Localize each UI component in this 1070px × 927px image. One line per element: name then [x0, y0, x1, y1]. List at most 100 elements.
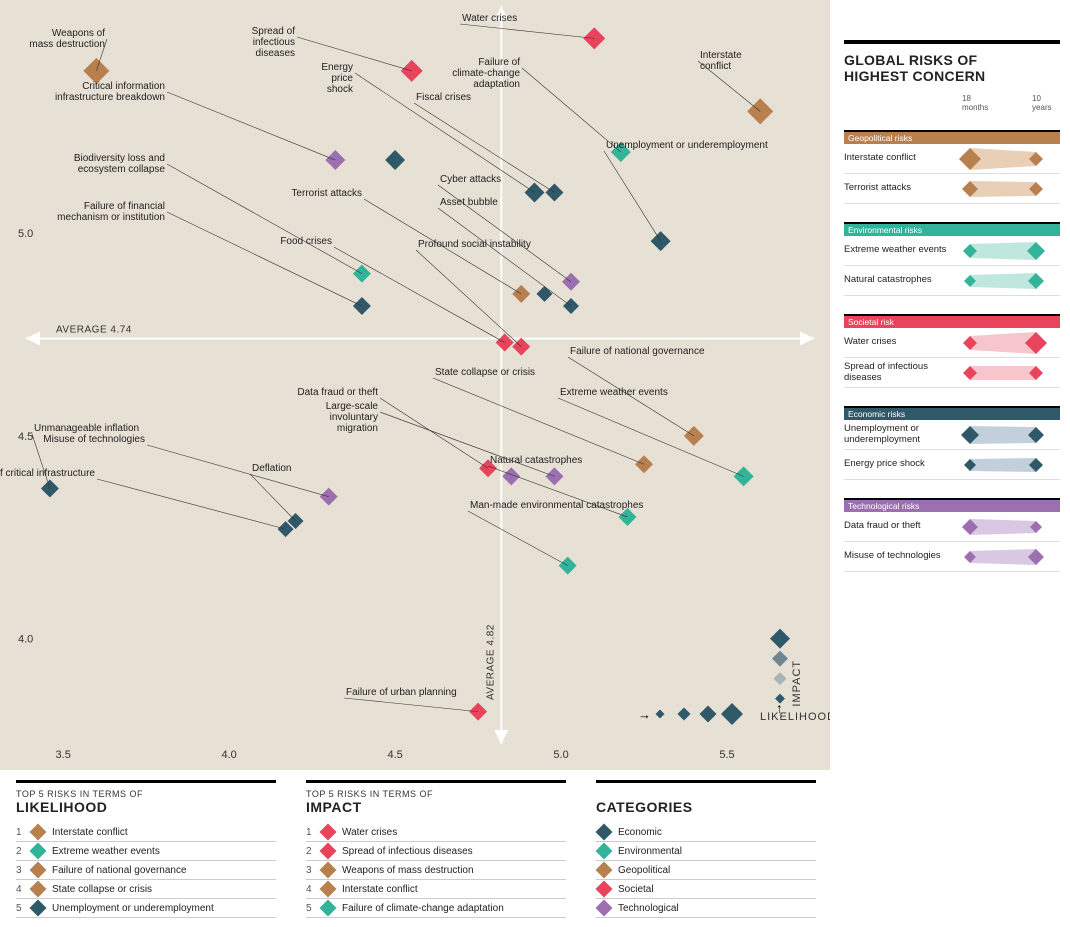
svg-text:climate-change: climate-change [452, 68, 520, 79]
top5-impact-h: IMPACT [306, 799, 566, 815]
concern-row: Misuse of technologies [844, 542, 1060, 572]
concern-group-title: Technological risks [844, 498, 1060, 512]
left-panel: AVERAGE 4.74AVERAGE 4.824.04.55.03.54.04… [0, 0, 830, 927]
concern-group-title: Societal risk [844, 314, 1060, 328]
concern-label: Misuse of technologies [844, 551, 950, 561]
right-panel: GLOBAL RISKS OFHIGHEST CONCERN 18 months… [830, 0, 1070, 927]
root: AVERAGE 4.74AVERAGE 4.824.04.55.03.54.04… [0, 0, 1070, 927]
svg-text:Unmanageable inflation: Unmanageable inflation [34, 423, 139, 434]
concern-group: Technological risks Data fraud or theft Mi… [844, 498, 1060, 572]
category-row: Geopolitical [596, 861, 816, 880]
svg-text:Failure of: Failure of [478, 57, 520, 68]
concern-row: Data fraud or theft [844, 512, 1060, 542]
category-legend: CATEGORIES EconomicEnvironmentalGeopolit… [596, 780, 816, 918]
time-columns: 18 months 10 years [844, 94, 1060, 112]
svg-text:mechanism or institution: mechanism or institution [57, 212, 165, 223]
svg-text:5.0: 5.0 [553, 749, 568, 761]
svg-text:Weapons of: Weapons of [52, 28, 105, 39]
concern-label: Terrorist attacks [844, 183, 950, 193]
svg-text:Failure of national governance: Failure of national governance [570, 346, 705, 357]
svg-text:Natural catastrophes: Natural catastrophes [490, 455, 582, 466]
concern-row: Energy price shock [844, 450, 1060, 480]
category-row: Technological [596, 899, 816, 918]
svg-text:Extreme weather events: Extreme weather events [560, 387, 668, 398]
svg-text:AVERAGE 4.74: AVERAGE 4.74 [56, 325, 132, 336]
right-groups: Geopolitical risksInterstate conflict Ter… [844, 130, 1060, 572]
top5-impact-list: 1Water crises2Spread of infectious disea… [306, 823, 566, 918]
svg-text:5.0: 5.0 [18, 228, 33, 240]
concern-group: Economic risksUnemployment orunderemploy… [844, 406, 1060, 480]
concern-row: Water crises [844, 328, 1060, 358]
rank-row: 1Interstate conflict [16, 823, 276, 842]
svg-text:ecosystem collapse: ecosystem collapse [78, 164, 166, 175]
svg-text:Food crises: Food crises [280, 236, 332, 247]
svg-text:migration: migration [337, 423, 378, 434]
top5-likelihood-sup: TOP 5 RISKS IN TERMS OF [16, 789, 276, 799]
concern-row: Interstate conflict [844, 144, 1060, 174]
rank-row: 2Extreme weather events [16, 842, 276, 861]
rank-row: 3Failure of national governance [16, 861, 276, 880]
top5-likelihood-list: 1Interstate conflict2Extreme weather eve… [16, 823, 276, 918]
concern-label: Natural catastrophes [844, 275, 950, 285]
category-row: Societal [596, 880, 816, 899]
right-title: GLOBAL RISKS OFHIGHEST CONCERN [844, 52, 1060, 84]
concern-row: Extreme weather events [844, 236, 1060, 266]
rank-row: 5Failure of climate-change adaptation [306, 899, 566, 918]
categories-h: CATEGORIES [596, 799, 816, 815]
svg-text:Interstate: Interstate [700, 50, 742, 61]
col-18months: 18 months [962, 94, 996, 112]
svg-text:Profound social instability: Profound social instability [418, 239, 531, 250]
svg-text:involuntary: involuntary [330, 412, 378, 423]
svg-text:→: → [638, 707, 651, 722]
svg-text:Misuse of technologies: Misuse of technologies [43, 434, 145, 445]
svg-text:Cyber attacks: Cyber attacks [440, 174, 501, 185]
categories-list: EconomicEnvironmentalGeopoliticalSocieta… [596, 823, 816, 918]
svg-text:Biodiversity loss and: Biodiversity loss and [74, 153, 165, 164]
svg-text:4.5: 4.5 [387, 749, 402, 761]
top5-impact-sup: TOP 5 RISKS IN TERMS OF [306, 789, 566, 799]
rank-row: 4Interstate conflict [306, 880, 566, 899]
concern-group-title: Geopolitical risks [844, 130, 1060, 144]
svg-text:mass destruction: mass destruction [29, 39, 105, 50]
rank-row: 5Unemployment or underemployment [16, 899, 276, 918]
svg-text:5.5: 5.5 [719, 749, 734, 761]
svg-text:shock: shock [327, 84, 354, 95]
svg-text:diseases: diseases [256, 48, 295, 59]
svg-text:Failure of financial: Failure of financial [84, 201, 165, 212]
category-row: Environmental [596, 842, 816, 861]
concern-label: Extreme weather events [844, 245, 950, 255]
svg-text:adaptation: adaptation [473, 79, 520, 90]
svg-text:Fiscal crises: Fiscal crises [416, 92, 471, 103]
svg-text:Asset bubble: Asset bubble [440, 197, 498, 208]
svg-text:LIKELIHOOD: LIKELIHOOD [760, 711, 830, 723]
rank-row: 1Water crises [306, 823, 566, 842]
svg-text:Critical information: Critical information [82, 81, 165, 92]
risk-point [385, 150, 405, 170]
concern-label: Data fraud or theft [844, 521, 950, 531]
rank-row: 2Spread of infectious diseases [306, 842, 566, 861]
risk-point [536, 286, 552, 302]
svg-text:Deflation: Deflation [252, 463, 291, 474]
svg-text:price: price [331, 73, 353, 84]
concern-row: Terrorist attacks [844, 174, 1060, 204]
concern-group: Environmental risks Extreme weather event… [844, 222, 1060, 296]
concern-row: Spread of infectiousdiseases [844, 358, 1060, 388]
svg-text:Data fraud or theft: Data fraud or theft [297, 387, 378, 398]
svg-text:IMPACT: IMPACT [791, 660, 803, 707]
svg-text:infrastructure breakdown: infrastructure breakdown [55, 92, 165, 103]
concern-label: Energy price shock [844, 459, 950, 469]
svg-text:4.5: 4.5 [18, 431, 33, 443]
bottom-legend-band: TOP 5 RISKS IN TERMS OF LIKELIHOOD 1Inte… [0, 780, 830, 927]
concern-label: Water crises [844, 337, 950, 347]
col-10years: 10 years [1032, 94, 1060, 112]
svg-text:Failure of critical infrastruc: Failure of critical infrastructure [0, 468, 95, 479]
concern-group-title: Environmental risks [844, 222, 1060, 236]
svg-text:Terrorist attacks: Terrorist attacks [291, 188, 362, 199]
svg-text:Large-scale: Large-scale [326, 401, 379, 412]
svg-text:Unemployment or underemploymen: Unemployment or underemployment [606, 140, 768, 151]
concern-label: Spread of infectiousdiseases [844, 362, 950, 383]
svg-text:Water crises: Water crises [462, 13, 517, 24]
top5-likelihood-h: LIKELIHOOD [16, 799, 276, 815]
concern-group: Geopolitical risksInterstate conflict Ter… [844, 130, 1060, 204]
svg-text:Failure of urban planning: Failure of urban planning [346, 687, 457, 698]
